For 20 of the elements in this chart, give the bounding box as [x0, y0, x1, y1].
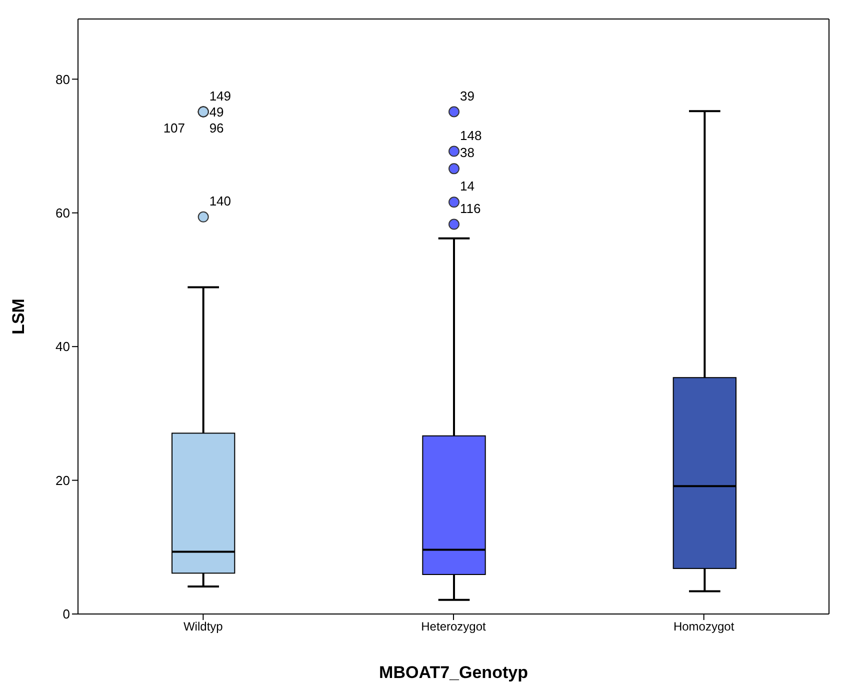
annotation: 149	[209, 88, 232, 104]
annotation: 148	[460, 128, 482, 143]
annotation: 14	[460, 178, 474, 194]
x-axis-title: MBOAT7_Genotyp	[379, 663, 528, 682]
y-tick-label: 0	[62, 606, 70, 622]
annotation: 49	[209, 104, 224, 120]
x-tick-label: Homozygot	[673, 620, 735, 634]
annotation: 116	[460, 200, 481, 216]
y-tick-label: 20	[56, 472, 70, 488]
x-tick-label: Heterozygot	[421, 620, 487, 634]
x-tick-label: Wildtyp	[183, 620, 224, 634]
annotation: 96	[209, 120, 224, 136]
annotation: 39	[460, 88, 474, 104]
y-tick-label: 80	[56, 72, 70, 87]
annotation: 38	[460, 145, 474, 160]
y-tick-label: 40	[56, 339, 70, 354]
annotation: 140	[209, 193, 232, 208]
y-tick-label: 60	[56, 205, 70, 220]
annotation: 107	[163, 120, 186, 136]
y-axis-title: LSM	[9, 298, 28, 334]
